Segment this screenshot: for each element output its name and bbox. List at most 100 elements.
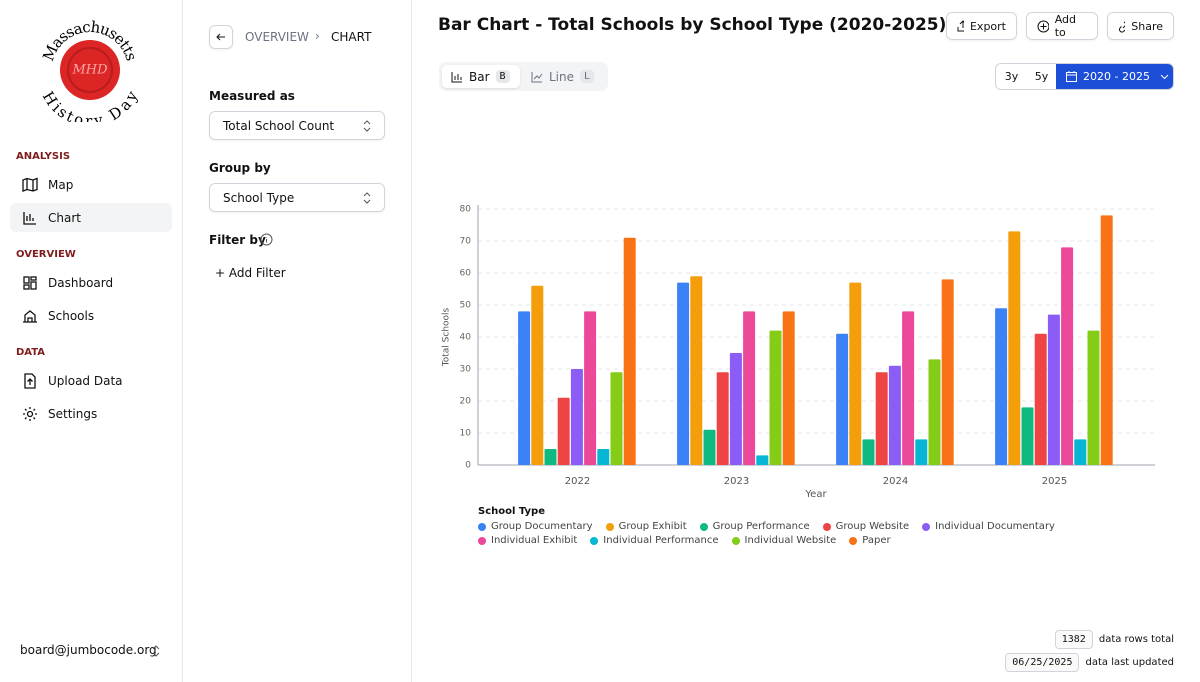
legend-item[interactable]: Group Exhibit <box>605 521 687 532</box>
bar <box>729 353 742 465</box>
date-range[interactable]: 2020 - 2025 <box>1056 64 1173 89</box>
back-button[interactable] <box>209 25 233 49</box>
y-tick-label: 60 <box>460 269 472 279</box>
add-filter[interactable]: + Add Filter <box>215 266 286 280</box>
tab[interactable]: Line L <box>529 65 605 88</box>
bar <box>743 311 756 465</box>
date-range-label: 2020 - 2025 <box>1083 70 1150 83</box>
select[interactable]: School Type <box>209 183 385 212</box>
bar <box>557 397 570 465</box>
seal-text: MHD <box>71 63 108 78</box>
export-button[interactable]: Export <box>946 12 1017 40</box>
chevron <box>152 645 160 657</box>
share-button[interactable]: Share <box>1107 12 1174 40</box>
updated-info: 06/25/2025 data last updated <box>1005 653 1174 672</box>
user-email[interactable]: board@jumbocode.org <box>20 643 157 657</box>
back-icon <box>216 33 225 41</box>
legend-item[interactable]: Group Documentary <box>478 521 593 532</box>
legend-label: Group Performance <box>712 521 810 532</box>
nav-item[interactable]: Map <box>10 170 172 199</box>
nav-item[interactable]: Schools <box>10 301 172 330</box>
bar <box>995 308 1008 465</box>
legend-marker <box>922 522 931 531</box>
bar <box>836 333 849 465</box>
legend-label: Individual Performance <box>603 535 719 546</box>
section-title: OVERVIEW <box>16 249 76 260</box>
range-button[interactable]: 5y <box>1034 70 1049 83</box>
bar <box>756 455 769 465</box>
nav-item[interactable]: Dashboard <box>10 268 172 297</box>
rows-info: 1382 data rows total <box>1054 630 1174 649</box>
legend-item[interactable]: Group Performance <box>699 521 810 532</box>
bar <box>769 330 782 465</box>
button-label: Share <box>1131 19 1163 33</box>
range-button[interactable]: 3y <box>1004 70 1019 83</box>
legend-label: Group Website <box>835 521 910 532</box>
legend-marker <box>478 536 486 545</box>
section-title: ANALYSIS <box>16 151 71 162</box>
nav-label: Upload Data <box>48 373 123 388</box>
field-label: Filter by <box>209 233 266 247</box>
icon <box>531 71 543 82</box>
legend-item[interactable]: Individual Exhibit <box>478 535 577 546</box>
x-tick-label: 2025 <box>1042 476 1067 487</box>
bar <box>716 372 729 465</box>
bar <box>915 439 928 465</box>
nav-item[interactable]: Chart <box>10 203 172 232</box>
add-button[interactable]: Add to <box>1026 12 1098 40</box>
legend-label: Individual Documentary <box>935 521 1055 532</box>
select-value: School Type <box>223 190 295 205</box>
bar <box>875 372 888 465</box>
bar <box>610 372 623 465</box>
button-label: Export <box>969 19 1006 33</box>
legend-item[interactable]: Individual Performance <box>590 535 719 546</box>
select[interactable]: Total School Count <box>209 111 385 140</box>
legend-item[interactable]: Group Website <box>822 521 910 532</box>
legend-marker <box>699 522 708 531</box>
info-icon[interactable] <box>260 233 273 246</box>
y-tick-label: 10 <box>460 429 472 439</box>
breadcrumb: CHART <box>331 30 372 44</box>
x-axis-label: Year <box>804 489 827 500</box>
y-tick-label: 80 <box>460 205 472 215</box>
legend-label: Individual Website <box>744 535 837 546</box>
chevron <box>363 191 371 204</box>
legend-item[interactable]: Individual Documentary <box>922 521 1055 532</box>
icon <box>1066 71 1077 82</box>
chart: Total Schools Year 0 10 20 30 40 50 60 70 80 2022… <box>442 205 1155 500</box>
chevron <box>1160 74 1169 79</box>
breadcrumb[interactable]: OVERVIEW <box>245 30 309 44</box>
updated-date: 06/25/2025 <box>1005 653 1080 672</box>
shortcut: B <box>495 70 510 83</box>
x-tick-label: 2022 <box>565 476 590 487</box>
legend-item[interactable]: Paper <box>849 535 891 546</box>
nav-item[interactable]: Upload Data <box>10 366 172 395</box>
chevron <box>363 119 371 132</box>
breadcrumb-sep: › <box>315 29 320 43</box>
bar <box>1061 247 1074 465</box>
bar <box>518 311 531 465</box>
sidebar: MHD Massachusetts History Day ANALYSIS M… <box>0 0 183 682</box>
bar <box>1074 439 1087 465</box>
bar <box>1021 407 1034 465</box>
rows-count: 1382 <box>1054 630 1093 649</box>
nav-item[interactable]: Settings <box>10 399 172 428</box>
field-label: Group by <box>209 161 271 175</box>
nav-label: Settings <box>48 406 98 421</box>
legend-label: Paper <box>862 535 891 546</box>
bar <box>690 276 703 465</box>
legend-item[interactable]: Individual Website <box>731 535 837 546</box>
bar <box>584 311 597 465</box>
field-label: Measured as <box>209 89 295 103</box>
bar <box>941 279 954 465</box>
y-axis-label: Total Schools <box>442 307 452 367</box>
bar <box>888 365 901 465</box>
legend-marker <box>822 522 831 531</box>
bar <box>782 311 795 465</box>
rows-label: data rows total <box>1098 634 1174 645</box>
bar <box>531 285 544 465</box>
range-picker: 3y 5y 2020 - 2025 <box>995 63 1174 90</box>
tab[interactable]: Bar B <box>442 65 520 88</box>
bar <box>1047 314 1060 465</box>
